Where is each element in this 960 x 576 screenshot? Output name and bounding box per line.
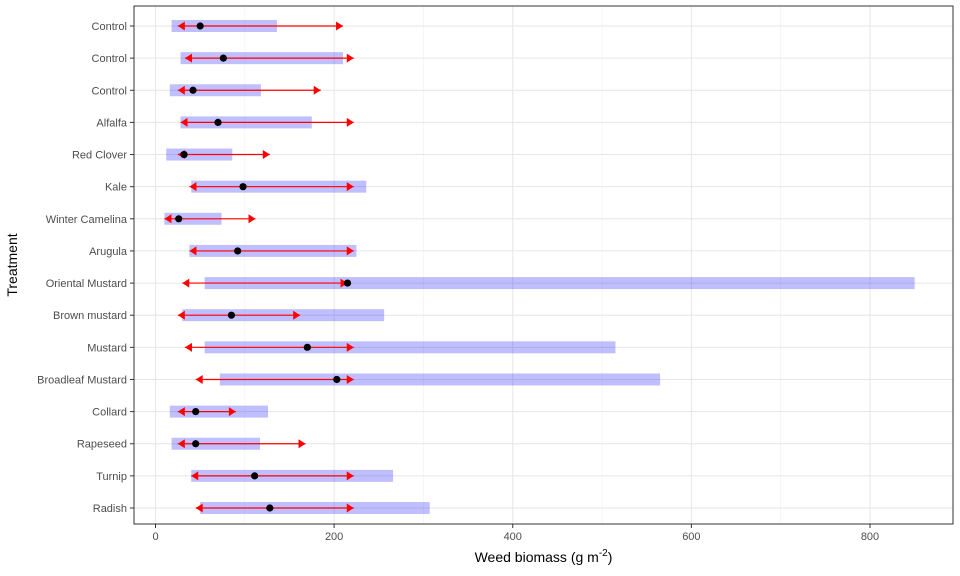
bar-layer (164, 20, 915, 514)
arrow-head-left (180, 117, 188, 127)
x-tick-label: 800 (861, 531, 879, 543)
arrow-head-left (189, 182, 197, 192)
x-tick-label: 0 (152, 531, 158, 543)
arrow-head-right (346, 471, 354, 481)
y-tick-label: Brown mustard (53, 310, 127, 322)
point-estimate (303, 343, 311, 351)
point-estimate (239, 183, 247, 191)
arrow-head-left (191, 471, 199, 481)
arrow-head-right (298, 439, 306, 449)
point-estimate (196, 22, 204, 30)
arrow-head-right (346, 53, 354, 63)
point-estimate (214, 118, 222, 126)
y-tick-label: Radish (93, 503, 127, 515)
arrow-head-right (346, 503, 354, 513)
arrow-head-left (189, 246, 197, 256)
point-estimate (219, 54, 227, 62)
point-estimate (333, 375, 341, 384)
y-tick-label: Alfalfa (96, 117, 127, 129)
arrow-head-left (184, 342, 192, 352)
arrow-head-right (293, 310, 301, 320)
range-bar (219, 373, 661, 386)
point-estimate (227, 311, 236, 319)
y-tick-label: Control (92, 53, 127, 65)
point-estimate (251, 472, 259, 480)
y-tick-label: Mustard (87, 342, 127, 354)
arrow-head-right (346, 117, 354, 127)
point-estimate (266, 504, 274, 512)
arrow-head-left (195, 374, 203, 384)
arrow-head-right (228, 407, 236, 417)
y-tick-label: Arugula (89, 246, 128, 258)
arrow-head-left (164, 214, 172, 224)
y-tick-label: Oriental Mustard (46, 278, 127, 290)
y-axis-title: Treatment (4, 233, 20, 296)
arrow-head-left (177, 85, 185, 95)
x-tick-label: 600 (682, 531, 700, 543)
arrow-head-right (262, 150, 270, 160)
y-tick-label: Control (92, 85, 127, 97)
arrow-head-right (346, 342, 354, 352)
y-tick-label: Winter Camelina (46, 214, 128, 226)
point-estimate (192, 440, 200, 448)
arrow-head-left (184, 53, 192, 63)
point-estimate (234, 247, 242, 255)
arrow-head-right (336, 21, 344, 31)
arrow-head-left (195, 503, 203, 513)
x-tick-label: 200 (325, 531, 343, 543)
point-estimate (343, 279, 352, 287)
arrow-head-right (313, 85, 321, 95)
point-estimate (180, 150, 188, 159)
point-layer (175, 22, 352, 512)
range-bar (204, 277, 915, 290)
y-tick-labels: Control Control Control Alfalfa Red Clover Ka… (37, 21, 134, 515)
y-tick-label: Collard (92, 407, 127, 419)
x-axis-title: Weed biomass (g m-2) (475, 548, 613, 565)
x-tick-label: 400 (504, 531, 522, 543)
y-tick-label: Control (92, 21, 127, 33)
arrow-head-left (177, 21, 185, 31)
y-tick-label: Broadleaf Mustard (37, 374, 127, 386)
y-tick-label: Turnip (96, 471, 127, 483)
arrow-head-left (182, 278, 190, 288)
y-tick-label: Rapeseed (77, 439, 127, 451)
point-estimate (189, 86, 197, 94)
arrow-head-right (346, 374, 354, 384)
arrow-layer (164, 21, 354, 513)
arrow-head-right (346, 182, 354, 192)
panel-border (133, 5, 954, 525)
y-tick-label: Red Clover (72, 150, 127, 162)
point-estimate (175, 215, 183, 223)
arrow-head-left (177, 407, 185, 417)
arrow-head-left (177, 439, 185, 449)
x-tick-labels: 0 200 400 600 800 (152, 524, 879, 543)
x-axis-title-superscript: -2 (599, 548, 608, 559)
arrow-head-right (346, 246, 354, 256)
point-estimate (192, 408, 200, 416)
arrow-head-left (177, 310, 185, 320)
y-tick-label: Kale (105, 182, 127, 194)
arrow-head-right (248, 214, 256, 224)
